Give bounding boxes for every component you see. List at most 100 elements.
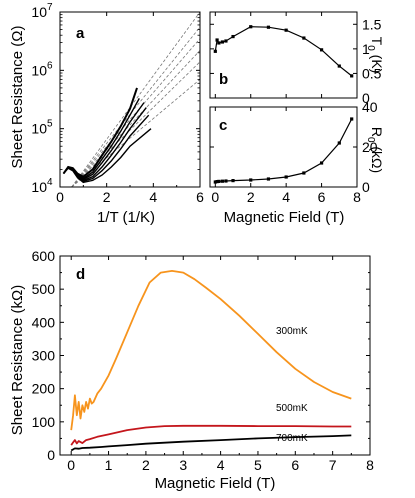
panel-c-ylabel: R0 (kΩ) [365, 127, 385, 173]
y-tick-label: 40 [362, 99, 378, 115]
data-point [217, 41, 221, 45]
y-tick-label: 0 [362, 179, 370, 195]
data-point [220, 179, 224, 183]
data-curve [62, 128, 152, 184]
y-tick-label: 600 [32, 248, 56, 264]
y-tick-label: 1.5 [362, 16, 382, 32]
panel-a-label: a [76, 25, 85, 42]
panel-b-ylabel: T0 (K) [365, 37, 385, 74]
data-point [249, 178, 253, 182]
panel-b-ylabel-sub: 0 [365, 45, 376, 51]
x-tick-label: 0 [67, 457, 75, 473]
panel-b-ylabel-main: T [369, 37, 385, 46]
data-point [215, 180, 219, 184]
panel-d: 0 1 2 3 4 5 6 7 8 0 100 200 300 400 500 600 d Magnetic … [9, 248, 374, 492]
y-tick-label: 400 [32, 314, 56, 330]
data-point [319, 161, 324, 165]
x-tick-label: 2 [247, 189, 255, 205]
panel-d-xlabel: Magnetic Field (T) [155, 475, 276, 492]
series-500mK [70, 424, 352, 446]
y-tick-label: 20 [362, 139, 378, 155]
x-tick-label: 5 [254, 457, 262, 473]
y-tick-label: 500 [32, 281, 56, 297]
data-point [284, 175, 288, 179]
data-point [224, 179, 228, 183]
fit-line [71, 26, 200, 187]
y-tick-label: 105 [31, 119, 53, 137]
x-tick-label: 0 [211, 189, 219, 205]
x-tick-label: 2 [142, 457, 150, 473]
panel-a: 0 2 4 6 104 105 106 107 a 1/T (1/K) Sheet Resis… [9, 2, 204, 226]
data-point [350, 117, 354, 121]
y-tick-label: 104 [31, 177, 53, 195]
x-tick-label: 0 [56, 189, 64, 205]
data-point [284, 28, 288, 32]
y-tick-label: 107 [31, 2, 53, 20]
series-700mK [70, 434, 352, 452]
x-tick-label: 6 [291, 457, 299, 473]
panel-c-xlabel: Magnetic Field (T) [224, 209, 345, 226]
data-point [231, 179, 235, 183]
x-tick-label: 4 [149, 189, 157, 205]
legend-500mk: 500mK [276, 403, 308, 414]
panel-b-ylabel-unit: (K) [369, 51, 385, 74]
x-tick-label: 1 [105, 457, 113, 473]
x-tick-label: 6 [318, 189, 326, 205]
fit-line [71, 38, 200, 187]
fit-line [71, 61, 200, 187]
x-tick-label: 6 [196, 189, 204, 205]
panel-c-ylabel-sub: 0 [365, 137, 376, 143]
x-tick-label: 8 [353, 189, 361, 205]
panel-c-ylabel-main: R [369, 127, 385, 137]
data-line [214, 26, 353, 77]
data-point [302, 171, 306, 175]
panel-b-label: b [219, 71, 228, 88]
series-300mK [70, 269, 352, 431]
panel-a-ylabel: Sheet Resistance (Ω) [9, 26, 26, 169]
data-point [266, 25, 271, 29]
data-point [319, 48, 324, 52]
legend-300mk: 300mK [276, 326, 308, 337]
panel-a-xlabel: 1/T (1/K) [97, 209, 155, 226]
y-tick-label: 106 [31, 60, 53, 78]
panel-b: 00.511.5 b T0 (K) [209, 11, 385, 106]
data-point [220, 40, 224, 44]
y-tick-label: 1 [362, 41, 370, 57]
y-tick-label: 0 [362, 90, 370, 106]
y-tick-label: 300 [32, 348, 56, 364]
data-point [266, 177, 271, 181]
data-point [231, 34, 235, 39]
panel-d-ylabel: Sheet Resistance (kΩ) [9, 285, 26, 435]
data-point [337, 64, 341, 68]
data-point [213, 49, 217, 53]
x-tick-label: 8 [366, 457, 374, 473]
panel-c-ylabel-unit: (kΩ) [369, 143, 385, 174]
x-tick-label: 2 [103, 189, 111, 205]
panel-c-label: c [219, 117, 227, 134]
plot-frame [209, 11, 358, 99]
data-line [215, 118, 353, 183]
y-tick-label: 200 [32, 381, 56, 397]
data-point [302, 36, 306, 40]
x-tick-label: 4 [282, 189, 290, 205]
data-point [215, 38, 219, 42]
panel-d-label: d [76, 266, 85, 283]
data-point [337, 141, 341, 145]
y-tick-label: 0.5 [362, 65, 382, 81]
plot-frame [209, 106, 358, 188]
data-point [224, 39, 228, 43]
data-point [249, 25, 253, 29]
data-point [217, 179, 221, 183]
fit-line [71, 12, 200, 187]
data-point [350, 74, 354, 78]
data-point [213, 180, 217, 184]
y-tick-label: 100 [32, 414, 56, 430]
legend-700mk: 700mK [276, 433, 308, 444]
y-tick-label: 0 [47, 447, 55, 463]
data-curve [62, 107, 147, 182]
x-tick-label: 3 [179, 457, 187, 473]
x-tick-label: 7 [329, 457, 337, 473]
x-tick-label: 4 [217, 457, 225, 473]
